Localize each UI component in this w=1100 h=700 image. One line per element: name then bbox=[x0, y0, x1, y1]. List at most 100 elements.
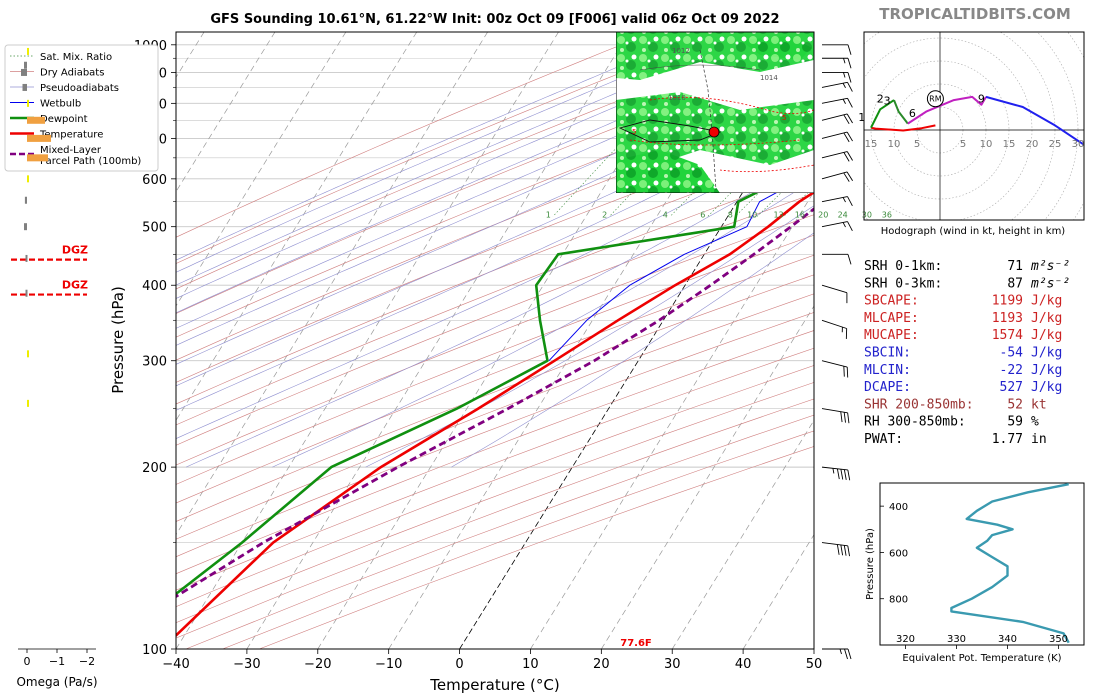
dry-adiabat-line bbox=[176, 214, 814, 466]
y-tick-label: 100 bbox=[142, 643, 167, 658]
omega-bar bbox=[25, 254, 28, 262]
mixing-ratio-line bbox=[804, 207, 814, 217]
theta-e-y-tick-label: 600 bbox=[889, 548, 908, 559]
param-value: 59 bbox=[1007, 415, 1023, 430]
x-tick-label: −30 bbox=[233, 657, 260, 672]
param-value: 87 bbox=[1007, 276, 1023, 291]
hodograph-height-label: 2 bbox=[877, 92, 884, 105]
rm-label: RM bbox=[929, 95, 942, 104]
legend-label: Sat. Mix. Ratio bbox=[40, 52, 112, 63]
param-unit: % bbox=[1031, 415, 1039, 430]
wind-barb bbox=[821, 284, 848, 304]
omega-bar bbox=[24, 196, 27, 204]
param-label: DCAPE: bbox=[864, 380, 911, 395]
mixing-ratio-label: 8 bbox=[728, 210, 733, 219]
dry-adiabat-line bbox=[176, 234, 814, 485]
isotherm-line bbox=[742, 533, 814, 649]
dgz-label: DGZ bbox=[62, 279, 88, 292]
legend-label: Dry Adiabats bbox=[40, 68, 104, 79]
theta-e-panel: 320 330 340 350 400 600 800 Equivalent Pot. Te… bbox=[865, 482, 1085, 664]
mixing-ratio-label: 1 bbox=[546, 210, 551, 219]
theta-e-x-tick-label: 350 bbox=[1049, 634, 1068, 645]
wind-barb bbox=[821, 221, 853, 232]
hodograph-ring-label: 5 bbox=[914, 139, 920, 150]
omega-bar bbox=[24, 223, 27, 231]
mixing-ratio-label: 30 bbox=[862, 210, 872, 219]
param-unit: m²s⁻² bbox=[1030, 259, 1070, 274]
hodograph-xlabel: Hodograph (wind in kt, height in km) bbox=[881, 226, 1066, 237]
mixing-ratio-label: 13 bbox=[773, 210, 783, 219]
hodograph-height-label: 9 bbox=[978, 92, 985, 105]
wind-barb bbox=[822, 71, 852, 83]
param-label: SBCAPE: bbox=[864, 294, 919, 309]
dry-adiabat-line bbox=[176, 32, 654, 238]
param-value: 1193 bbox=[992, 311, 1023, 326]
param-label: PWAT: bbox=[864, 432, 903, 447]
omega-tick-label: −2 bbox=[79, 655, 95, 668]
param-unit: kt bbox=[1031, 397, 1047, 412]
map-contour-label: 5 bbox=[632, 128, 636, 136]
hodograph-height-label: 3 bbox=[884, 95, 891, 108]
param-label: SRH 0-3km: bbox=[864, 276, 942, 291]
map-contour-label: 1010 bbox=[668, 94, 686, 102]
wind-barb bbox=[822, 253, 852, 265]
dry-adiabat-line bbox=[176, 398, 814, 639]
hodograph-height-label: 6 bbox=[909, 107, 916, 120]
hodograph-trace bbox=[870, 99, 895, 129]
x-tick-label: −40 bbox=[162, 657, 189, 672]
y-tick-label: 500 bbox=[142, 221, 167, 236]
mixing-ratio-line bbox=[892, 32, 1093, 216]
param-label: MUCAPE: bbox=[864, 328, 919, 343]
wind-barb bbox=[821, 97, 853, 108]
theta-e-ylabel: Pressure (hPa) bbox=[865, 528, 876, 600]
omega-bar bbox=[27, 116, 45, 124]
param-unit: J/kg bbox=[1031, 294, 1062, 309]
isotherm-line bbox=[176, 32, 418, 421]
pseudo-adiabat-line bbox=[451, 232, 814, 468]
param-label: MLCAPE: bbox=[864, 311, 919, 326]
omega-bar bbox=[25, 289, 28, 297]
wind-barb bbox=[821, 196, 853, 207]
param-value: -54 bbox=[1000, 346, 1024, 361]
y-tick-label: 200 bbox=[142, 461, 167, 476]
hodograph-ring-label: 30 bbox=[1072, 139, 1085, 150]
param-unit: J/kg bbox=[1031, 311, 1062, 326]
param-unit: J/kg bbox=[1031, 346, 1062, 361]
wind-barb bbox=[821, 131, 853, 143]
mixing-ratio-line bbox=[848, 32, 1044, 216]
omega-panel: DGZ DGZ 0 −1 −2 Omega (Pa/s) bbox=[11, 47, 98, 689]
hodograph-trace bbox=[893, 99, 909, 125]
param-value: 71 bbox=[1007, 259, 1023, 274]
wind-barb bbox=[821, 81, 853, 92]
x-tick-label: 10 bbox=[522, 657, 539, 672]
isotherm-line bbox=[530, 190, 814, 649]
parcel-path-line bbox=[176, 207, 814, 599]
wind-barb bbox=[821, 542, 850, 557]
param-unit: in bbox=[1031, 432, 1047, 447]
param-label: SRH 0-1km: bbox=[864, 259, 942, 274]
dry-adiabat-line bbox=[176, 365, 814, 608]
isotherm-line bbox=[176, 32, 488, 536]
param-label: SHR 200-850mb: bbox=[864, 397, 974, 412]
isotherm-line bbox=[601, 305, 814, 649]
dry-adiabat-line bbox=[176, 347, 814, 591]
hodograph-trace bbox=[985, 95, 1084, 147]
map-contour-label: 1014 bbox=[760, 74, 778, 82]
param-label: SBCIN: bbox=[864, 346, 911, 361]
param-label: MLCIN: bbox=[864, 363, 911, 378]
theta-e-x-tick-label: 340 bbox=[998, 634, 1017, 645]
wind-barb bbox=[822, 648, 852, 660]
omega-tick-label: −1 bbox=[49, 655, 65, 668]
y-tick-label: 400 bbox=[142, 279, 167, 294]
x-tick-label: 40 bbox=[735, 657, 752, 672]
legend-label: Wetbulb bbox=[40, 99, 81, 110]
wetbulb-line bbox=[548, 171, 814, 362]
omega-xlabel: Omega (Pa/s) bbox=[16, 675, 97, 689]
dry-adiabat-line bbox=[176, 32, 726, 264]
omega-bar bbox=[27, 47, 29, 55]
legend-label: Temperature bbox=[39, 130, 103, 141]
param-value: 1574 bbox=[992, 328, 1023, 343]
legend: Sat. Mix. Ratio Dry Adiabats Pseudoadiabat… bbox=[4, 44, 159, 172]
watermark: TROPICALTIDBITS.COM bbox=[879, 5, 1071, 23]
